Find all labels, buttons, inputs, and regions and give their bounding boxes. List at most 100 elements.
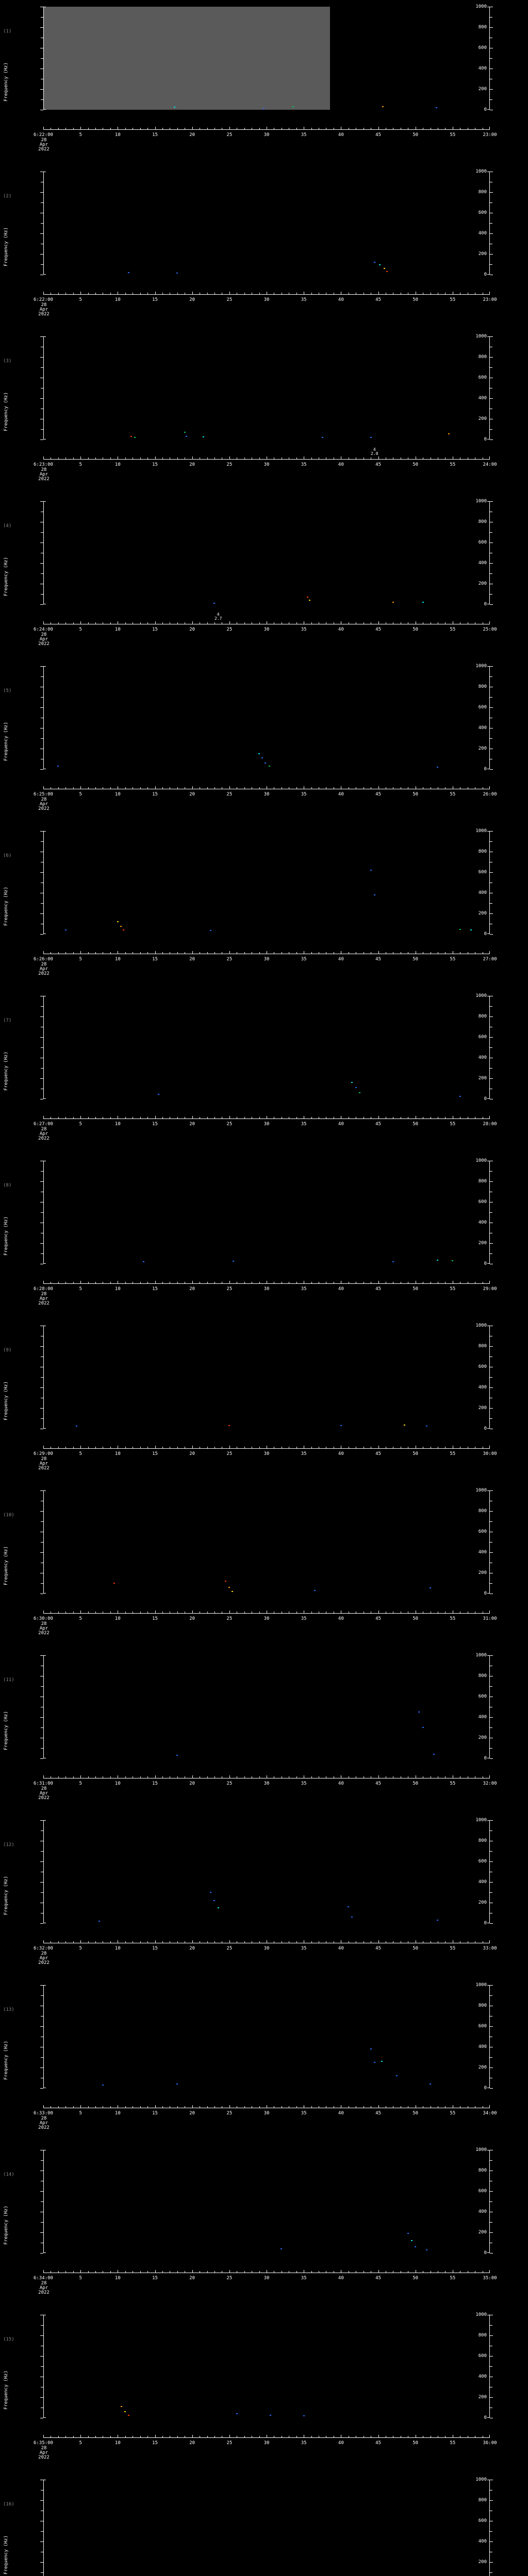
y-axis-tick-label: 400: [478, 1879, 487, 1885]
y-axis-tick: [490, 192, 493, 193]
y-axis-minor-tick: [490, 1892, 492, 1893]
panel-index-label: (3): [3, 359, 12, 364]
y-axis-right-spine: [487, 1326, 493, 1429]
y-axis-minor-tick: [41, 1521, 43, 1522]
x-axis-minor-tick: [73, 787, 74, 789]
x-axis-minor-tick: [88, 1612, 89, 1613]
x-axis-tick: [192, 951, 193, 954]
y-axis-tick-label: 0: [484, 1756, 487, 1761]
x-axis-minor-tick: [58, 2106, 59, 2108]
x-axis-minor-tick: [95, 2271, 96, 2273]
x-axis-tick: [229, 1281, 230, 1283]
x-axis-tick: [378, 786, 379, 789]
detection-point: [355, 1087, 357, 1088]
event-annotation: 4 2.7: [214, 613, 222, 621]
y-axis-tick: [40, 934, 43, 935]
x-axis-tick-label: 25: [226, 2276, 233, 2281]
detection-point: [173, 107, 175, 108]
y-axis-tick-label: 0: [484, 1096, 487, 1101]
y-axis-tick-label: 200: [478, 1735, 487, 1740]
y-axis-tick-label: 800: [478, 354, 487, 360]
x-axis-minor-tick: [207, 2106, 208, 2108]
x-axis-tick-label: 45: [375, 627, 381, 632]
x-axis-tick-label: 45: [375, 2441, 381, 2446]
x-axis-minor-tick: [147, 622, 148, 624]
x-axis-minor-tick: [110, 622, 111, 624]
y-axis-minor-tick: [490, 2366, 492, 2367]
x-axis-minor-tick: [244, 1776, 245, 1778]
x-axis-minor-tick: [311, 1776, 312, 1778]
y-axis-tick: [40, 2356, 43, 2357]
x-axis-tick: [229, 621, 230, 624]
x-axis-minor-tick: [125, 1941, 126, 1943]
detection-point: [321, 436, 323, 438]
detection-point: [123, 929, 125, 930]
x-axis-minor-tick: [147, 1941, 148, 1943]
x-axis-tick-label: 40: [338, 1451, 344, 1456]
x-axis-minor-tick: [110, 1941, 111, 1943]
y-axis-tick: [40, 2541, 43, 2542]
x-axis-minor-tick: [311, 2436, 312, 2437]
y-axis-tick-label: 400: [478, 2374, 487, 2379]
panel-index-label: (2): [3, 194, 12, 199]
x-axis-minor-tick: [162, 1117, 163, 1118]
x-axis-tick-label: 30: [263, 957, 270, 962]
x-axis-minor-tick: [244, 952, 245, 954]
x-axis-tick-label: 50: [412, 132, 419, 138]
y-axis-tick: [490, 707, 493, 708]
x-axis-minor-tick: [177, 952, 178, 954]
x-axis-minor-tick: [244, 1117, 245, 1118]
x-axis-minor-tick: [65, 1612, 67, 1613]
x-axis-tick: [155, 2270, 156, 2273]
x-axis-minor-tick: [296, 787, 297, 789]
x-axis-minor-tick: [296, 1117, 297, 1118]
y-axis-tick: [40, 2191, 43, 2192]
x-axis-start-time-label: 6:35:00: [34, 2441, 53, 2446]
x-axis-tick-label: 25: [226, 1122, 233, 1127]
y-axis-title: Frequency (Hz): [4, 722, 9, 761]
y-axis-tick-label: 600: [478, 1035, 487, 1040]
x-axis-tick: [155, 1116, 156, 1118]
spectrogram-panel: (7) Frequency (Hz) 0 200 400 600 800 1000 5 10 15 2…: [0, 994, 528, 1142]
x-axis-tick: [192, 1940, 193, 1943]
x-axis-minor-tick: [296, 457, 297, 459]
x-axis-minor-tick: [140, 293, 141, 294]
x-axis-minor-tick: [445, 1117, 446, 1118]
x-axis-tick-label: 55: [450, 792, 456, 797]
x-axis-minor-tick: [88, 622, 89, 624]
x-axis-tick-label: 20: [189, 1286, 195, 1292]
y-axis-tick: [40, 27, 43, 28]
x-axis-minor-tick: [296, 2271, 297, 2273]
y-axis-tick: [40, 254, 43, 255]
x-axis-minor-tick: [445, 1776, 446, 1778]
date-part-day: 28: [41, 1456, 47, 1462]
data-canvas: [43, 2480, 490, 2576]
x-axis-minor-tick: [177, 293, 178, 294]
x-axis-date-label: 28 Apr 2022: [32, 468, 56, 482]
x-axis-tick-label: 40: [338, 132, 344, 138]
x-axis-tick-label: 50: [412, 627, 419, 632]
x-axis-minor-tick: [162, 2106, 163, 2108]
x-axis-minor-tick: [58, 787, 59, 789]
x-axis-minor-tick: [65, 2271, 67, 2273]
y-axis-right-spine: [487, 336, 493, 440]
x-axis-minor-tick: [73, 2436, 74, 2437]
y-axis-title: Frequency (Hz): [4, 62, 9, 101]
y-axis-right-spine: [487, 996, 493, 1099]
x-axis-minor-tick: [177, 457, 178, 459]
x-axis-minor-tick: [58, 952, 59, 954]
detection-point: [57, 766, 59, 767]
y-axis-tick-label: 0: [484, 1591, 487, 1596]
x-axis-minor-tick: [140, 622, 141, 624]
x-axis-tick: [80, 1775, 81, 1778]
x-axis-minor-tick: [125, 293, 126, 294]
x-axis-minor-tick: [445, 952, 446, 954]
x-axis-tick-label: 20: [189, 792, 195, 797]
y-axis-tick: [40, 192, 43, 193]
x-axis-tick-label: 40: [338, 792, 344, 797]
detection-point: [202, 436, 204, 437]
x-axis-date-label: 28 Apr 2022: [32, 2116, 56, 2130]
